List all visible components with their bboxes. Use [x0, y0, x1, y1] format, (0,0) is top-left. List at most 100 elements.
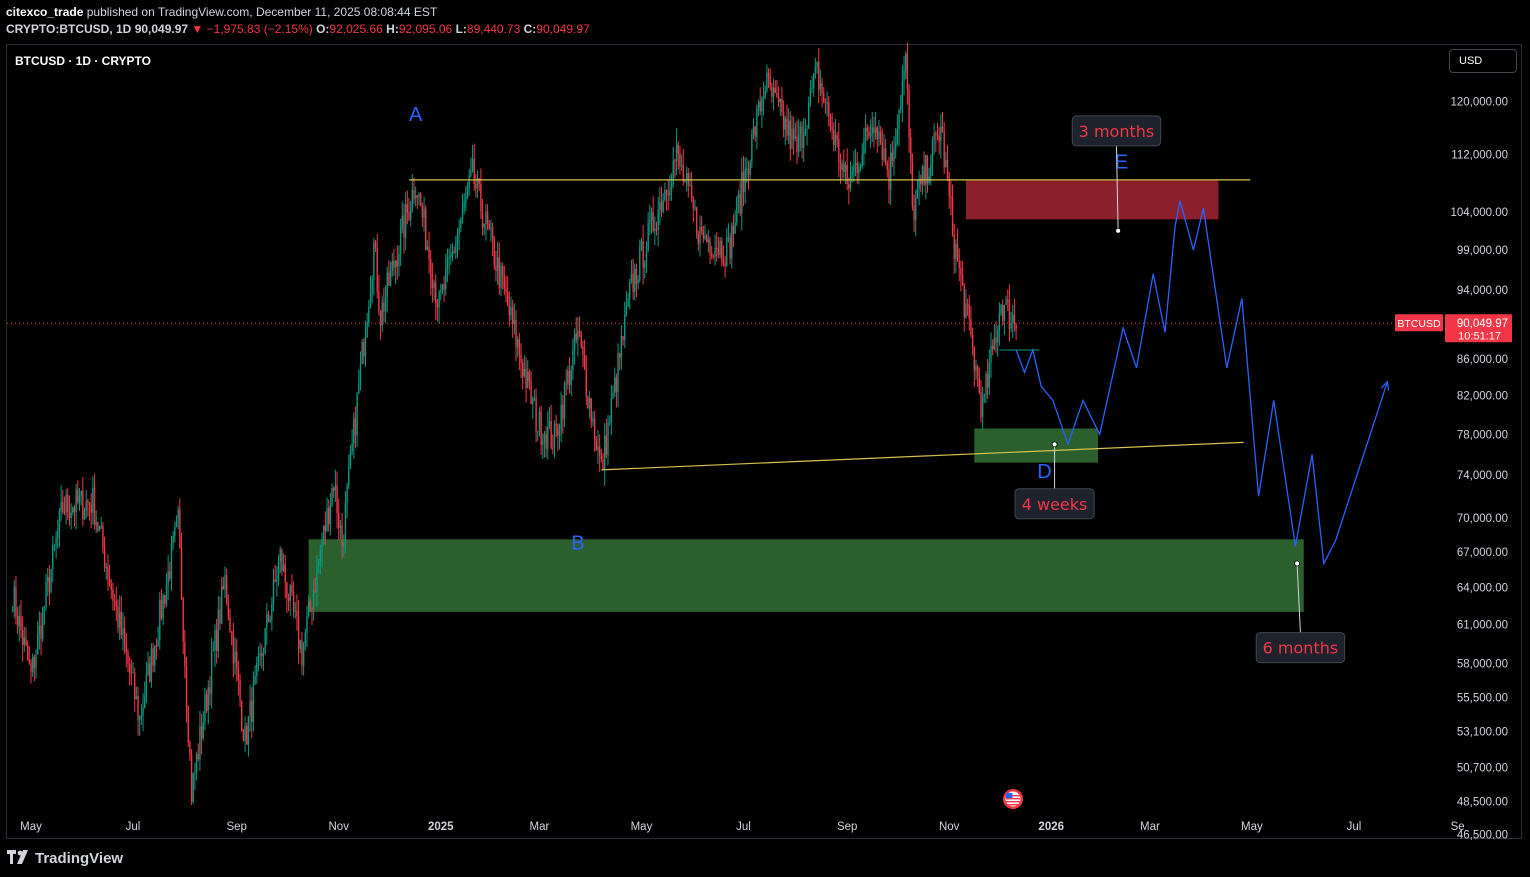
candle-body — [677, 144, 679, 154]
candle-body — [563, 383, 566, 419]
candle-body — [501, 266, 504, 277]
candle-body — [684, 179, 686, 182]
candle-body — [252, 683, 255, 722]
candle-body — [389, 270, 392, 286]
candle-body — [42, 607, 44, 639]
currency-button[interactable]: USD — [1449, 49, 1517, 73]
candle-body — [159, 599, 161, 641]
high-label: H: — [386, 22, 399, 36]
candle-body — [806, 128, 808, 130]
candle-body — [856, 163, 858, 174]
author-name[interactable]: citexco_trade — [6, 5, 84, 19]
candle-body — [1000, 304, 1002, 315]
candle-body — [935, 133, 937, 135]
candle-body — [555, 423, 557, 425]
candle-body — [398, 254, 400, 267]
y-tick-label: 120,000.00 — [1450, 96, 1508, 108]
candle-body — [292, 591, 295, 612]
candle-body — [816, 62, 818, 67]
candle-body — [1005, 299, 1007, 305]
candle-body — [903, 70, 905, 82]
candle-body — [836, 135, 838, 140]
candle-body — [878, 131, 880, 139]
candle-body — [182, 598, 184, 642]
candle-body — [314, 591, 317, 593]
candle-body — [1007, 299, 1009, 301]
projection-arrow-icon — [1380, 380, 1390, 391]
candle-body — [971, 334, 974, 349]
candle-body — [180, 548, 183, 599]
candle-body — [122, 628, 124, 635]
candle-body — [336, 485, 338, 514]
candle-body — [612, 392, 614, 399]
candle-body — [535, 398, 537, 432]
candle-body — [520, 354, 522, 363]
candle-body — [695, 207, 698, 235]
candle-body — [858, 167, 860, 174]
trendline-1 — [601, 441, 1244, 471]
candle-body — [317, 561, 320, 566]
candle-body — [540, 411, 542, 446]
candle-body — [67, 494, 69, 513]
candle-body — [438, 292, 440, 308]
tradingview-logo[interactable]: TradingView — [7, 850, 123, 867]
change-down-icon: ▼ — [191, 22, 204, 36]
candle-body — [635, 268, 638, 284]
candle-body — [30, 662, 32, 673]
candle-body — [339, 525, 342, 528]
candle-body — [82, 490, 84, 519]
candle-body — [291, 584, 293, 592]
candle-body — [95, 521, 97, 526]
ohlc-legend: CRYPTO:BTCUSD, 1D 90,049.97 ▼ −1,975.83 … — [6, 22, 590, 36]
change-value: −1,975.83 (−2.15%) — [206, 22, 313, 36]
candle-body — [458, 228, 460, 235]
candle-body — [951, 198, 954, 235]
candle-body — [732, 225, 735, 234]
candle-body — [547, 426, 549, 449]
candle-body — [567, 370, 569, 384]
candle-body — [503, 276, 506, 289]
candle-body — [724, 263, 726, 266]
candle-body — [123, 628, 126, 645]
candle-body — [879, 131, 882, 143]
candle-body — [431, 279, 434, 289]
candle-body — [108, 578, 111, 584]
candle-body — [873, 127, 875, 133]
candle-body — [634, 268, 636, 293]
candle-body — [133, 672, 136, 700]
candle-body — [373, 242, 375, 280]
candle-body — [495, 265, 497, 271]
y-tick-label: 86,000.00 — [1457, 354, 1508, 366]
y-tick-label: 78,000.00 — [1457, 429, 1508, 441]
chart-frame[interactable] — [6, 44, 1522, 839]
x-tick-label: Nov — [939, 821, 960, 833]
x-tick-label: Jul — [1347, 821, 1362, 833]
candle-body — [409, 209, 412, 220]
candle-body — [470, 170, 472, 176]
candle-body — [654, 228, 656, 231]
candle-body — [207, 687, 209, 711]
candle-body — [225, 575, 228, 603]
price-tag-symbol: BTCUSD — [1397, 318, 1441, 330]
low-label: L: — [455, 22, 467, 36]
candle-body — [306, 616, 308, 633]
publish-header: citexco_trade published on TradingView.c… — [0, 0, 1530, 44]
candle-body — [588, 398, 591, 409]
candle-body — [946, 159, 949, 179]
chart-symbol-legend[interactable]: BTCUSD · 1D · CRYPTO — [15, 54, 152, 68]
candle-body — [665, 189, 668, 194]
candle-body — [859, 166, 862, 168]
candle-body — [259, 652, 261, 656]
candle-body — [269, 619, 271, 623]
candle-body — [254, 675, 256, 684]
callout-label-2: 6 months — [1263, 639, 1339, 658]
candle-body — [52, 546, 54, 570]
candle-body — [105, 566, 107, 568]
candle-body — [145, 674, 148, 698]
candle-body — [784, 118, 786, 130]
candle-body — [603, 435, 606, 469]
candle-body — [898, 109, 900, 130]
candle-body — [787, 120, 790, 136]
callout-anchor — [1294, 560, 1300, 567]
